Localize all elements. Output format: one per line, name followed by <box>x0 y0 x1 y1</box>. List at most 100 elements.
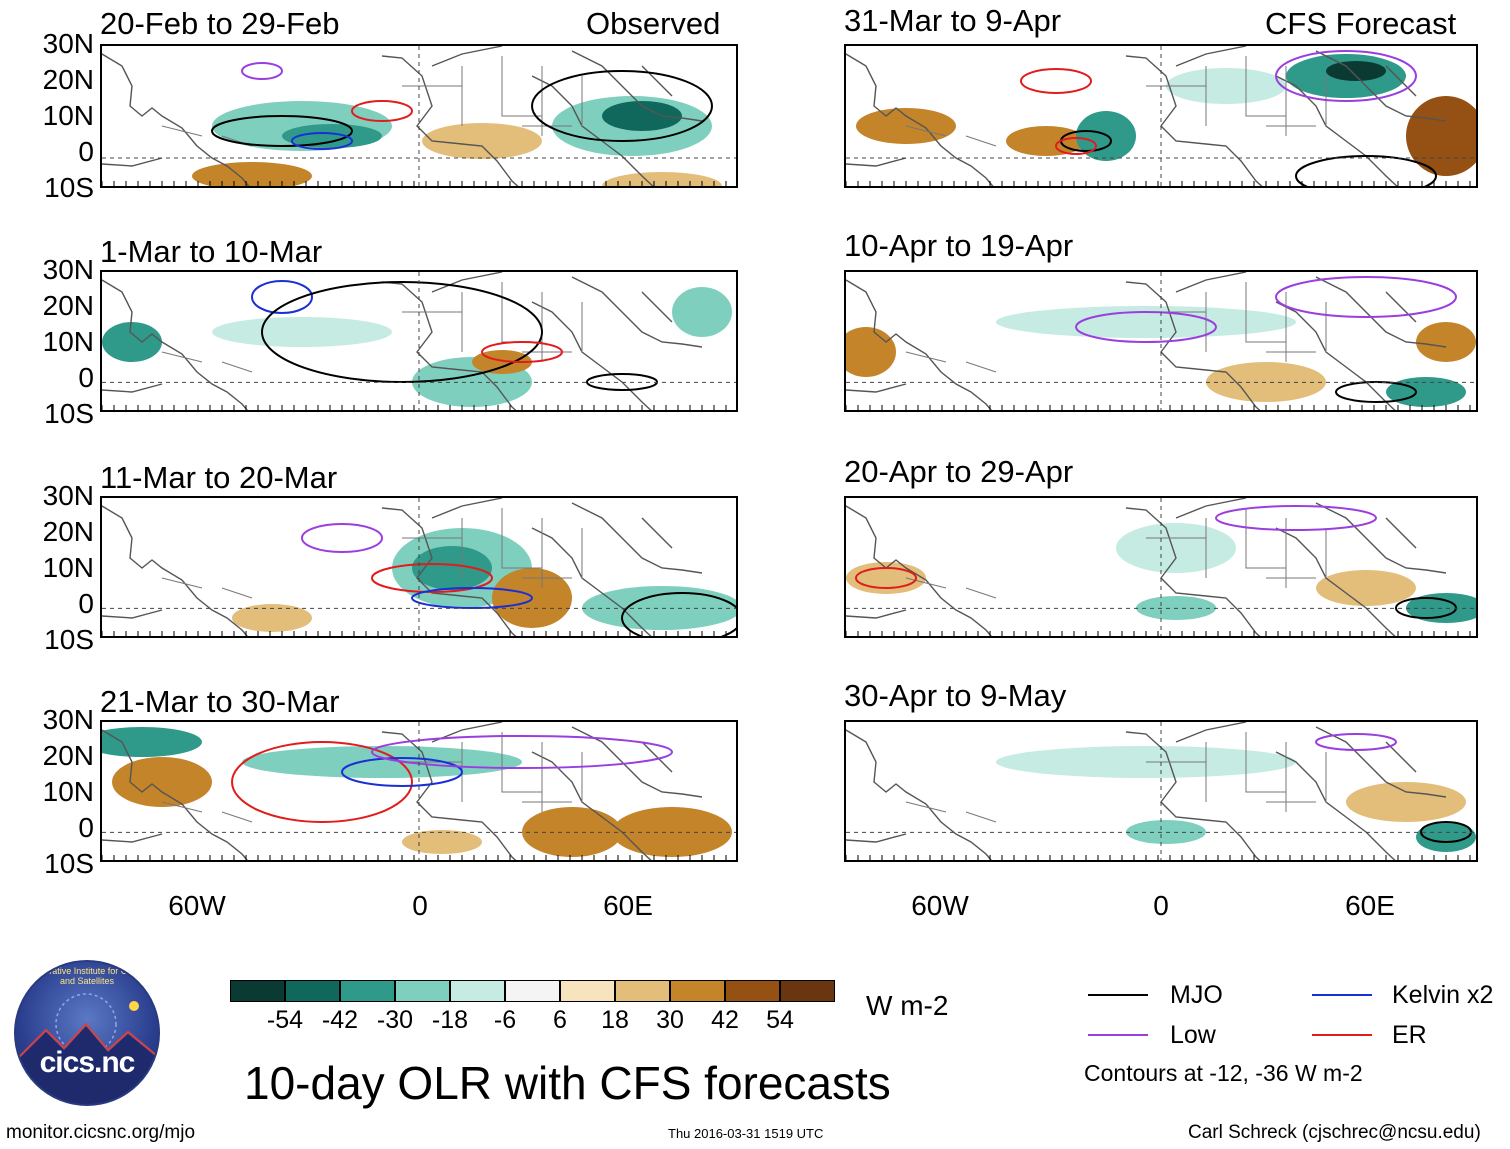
wave-contour <box>301 523 383 553</box>
cfs-forecast-label: CFS Forecast <box>1265 6 1457 41</box>
lat-label: 10S <box>44 624 94 655</box>
coastline <box>571 276 703 348</box>
coastline <box>1125 55 1263 186</box>
panel-title: 20-Apr to 29-Apr <box>844 454 1074 489</box>
lat-label: 0 <box>78 588 94 619</box>
lat-label: 10N <box>42 552 94 583</box>
olr-anomaly-blob <box>846 562 926 594</box>
map-drawing <box>846 498 1476 636</box>
olr-anomaly-blob <box>522 807 622 857</box>
map-panel <box>844 44 1478 188</box>
lon-label: 0 <box>1153 890 1169 921</box>
olr-anomaly-blob <box>1346 782 1466 822</box>
colorbar-tick: 54 <box>766 1006 794 1034</box>
coastline <box>1385 65 1417 97</box>
olr-anomaly-blob <box>1006 126 1086 156</box>
coastline <box>102 157 163 167</box>
coastline <box>846 609 907 619</box>
coastline <box>1275 527 1396 636</box>
coastline <box>381 55 519 186</box>
logo-ring-text: Cooperative Institute for Climate and Sa… <box>22 966 152 986</box>
colorbar-tick: -6 <box>493 1006 517 1034</box>
coastline <box>1315 50 1447 122</box>
olr-anomaly-blob <box>212 317 392 347</box>
olr-anomaly-blob <box>242 746 522 778</box>
map-drawing <box>846 46 1476 186</box>
wave-contour <box>481 341 563 363</box>
coastline <box>571 726 703 798</box>
panel-title: 30-Apr to 9-May <box>844 678 1067 713</box>
lat-label: 30N <box>42 28 94 59</box>
lat-label: 30N <box>42 480 94 511</box>
legend-line-mjo <box>1088 994 1148 996</box>
map-panel <box>100 44 738 188</box>
coastline <box>102 505 248 636</box>
country-border <box>905 577 997 599</box>
coastline <box>102 53 250 186</box>
wave-contour <box>341 757 463 787</box>
logo-text: cics.nc <box>39 1046 136 1079</box>
map-panel <box>100 270 738 412</box>
coastline <box>381 731 517 860</box>
olr-anomaly-blob <box>1166 68 1286 104</box>
coastline <box>1385 517 1417 549</box>
contour-note: Contours at -12, -36 W m-2 <box>1084 1060 1363 1086</box>
colorbar-box <box>395 980 450 1002</box>
observed-label: Observed <box>586 6 721 41</box>
lat-label: 10S <box>44 172 94 203</box>
map-drawing <box>846 272 1476 410</box>
wave-contour <box>371 735 673 769</box>
footer-url[interactable]: monitor.cicsnc.org/mjo <box>6 1122 196 1143</box>
coastline <box>1125 507 1261 636</box>
wave-contour <box>251 280 313 314</box>
coastline <box>102 383 163 393</box>
legend-label-mjo: MJO <box>1170 981 1223 1009</box>
lat-label: 20N <box>42 290 94 321</box>
colorbar-tick: -30 <box>376 1006 414 1034</box>
country-border <box>1266 742 1327 812</box>
coastline <box>641 291 673 323</box>
colorbar-box <box>670 980 725 1002</box>
wave-contour <box>241 62 283 80</box>
coastline <box>431 272 503 293</box>
olr-anomaly-blob <box>1406 96 1476 176</box>
wave-contour <box>231 741 413 823</box>
wave-contour <box>371 563 493 593</box>
legend-line-low <box>1088 1034 1148 1036</box>
coastline <box>1315 502 1447 574</box>
olr-anomaly-blob <box>1416 822 1476 852</box>
coastline <box>571 502 703 574</box>
map-drawing <box>102 722 736 860</box>
lat-label: 10N <box>42 326 94 357</box>
country-border <box>161 351 253 373</box>
legend-label-er: ER <box>1392 1021 1427 1049</box>
main-title: 10-day OLR with CFS forecasts <box>244 1057 891 1109</box>
coastline <box>1315 726 1447 798</box>
coastline <box>1275 75 1398 186</box>
coastline <box>641 517 673 549</box>
lat-label: 30N <box>42 704 94 735</box>
colorbar-tick: 42 <box>711 1006 739 1034</box>
coastline <box>641 741 673 773</box>
colorbar-box <box>560 980 615 1002</box>
panel-title: 21-Mar to 30-Mar <box>100 684 340 719</box>
wave-contour <box>211 115 353 147</box>
lon-label: 0 <box>412 890 428 921</box>
colorbar-tick: -42 <box>321 1006 359 1034</box>
lat-label: 30N <box>42 254 94 285</box>
coastline <box>846 833 907 843</box>
lat-label: 10N <box>42 776 94 807</box>
olr-anomaly-blob <box>112 757 212 807</box>
olr-anomaly-blob <box>1326 61 1386 81</box>
country-border <box>905 801 997 823</box>
wave-contour <box>351 100 413 122</box>
legend-line-kelvin <box>1312 994 1372 996</box>
country-border <box>905 351 997 373</box>
wave-contour <box>291 132 353 150</box>
wave-contour <box>1295 155 1437 186</box>
olr-anomaly-blob <box>192 162 312 186</box>
lat-label: 0 <box>78 812 94 843</box>
coastline <box>431 46 503 67</box>
lon-label: 60W <box>911 890 969 921</box>
olr-anomaly-blob <box>846 327 896 377</box>
